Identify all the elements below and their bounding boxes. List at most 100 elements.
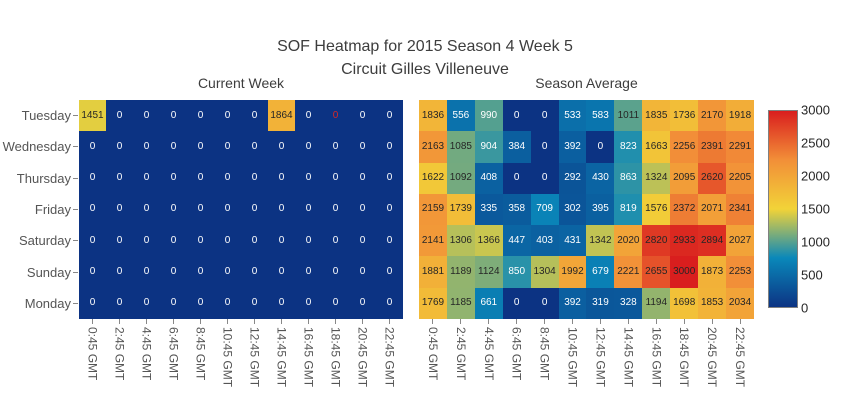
heatmap-cell[interactable]: 392 bbox=[558, 287, 587, 319]
heatmap-cell[interactable]: 431 bbox=[558, 225, 587, 257]
heatmap-cell[interactable]: 1881 bbox=[419, 256, 447, 288]
heatmap-cell[interactable]: 2071 bbox=[698, 193, 727, 226]
heatmap-cell[interactable]: 2620 bbox=[698, 162, 727, 194]
heatmap-cell[interactable]: 0 bbox=[133, 100, 160, 132]
heatmap-cell[interactable]: 0 bbox=[322, 256, 349, 288]
heatmap-cell[interactable]: 0 bbox=[241, 287, 268, 319]
heatmap-cell[interactable]: 0 bbox=[160, 225, 187, 257]
heatmap-cell[interactable]: 0 bbox=[295, 193, 322, 226]
heatmap-cell[interactable]: 0 bbox=[295, 256, 322, 288]
heatmap-cell[interactable]: 0 bbox=[160, 287, 187, 319]
heatmap-cell[interactable]: 0 bbox=[187, 225, 214, 257]
heatmap-cell[interactable]: 408 bbox=[474, 162, 503, 194]
heatmap-cell[interactable]: 0 bbox=[586, 131, 615, 163]
heatmap-cell[interactable]: 0 bbox=[530, 162, 559, 194]
heatmap-cell[interactable]: 1622 bbox=[419, 162, 447, 194]
heatmap-cell[interactable]: 0 bbox=[160, 162, 187, 194]
heatmap-cell[interactable]: 2020 bbox=[614, 225, 643, 257]
heatmap-cell[interactable]: 0 bbox=[376, 162, 403, 194]
heatmap-cell[interactable]: 0 bbox=[106, 131, 133, 163]
heatmap-cell[interactable]: 2221 bbox=[614, 256, 643, 288]
heatmap-cell[interactable]: 0 bbox=[349, 287, 376, 319]
heatmap-cell[interactable]: 0 bbox=[133, 131, 160, 163]
heatmap-cell[interactable]: 0 bbox=[322, 287, 349, 319]
heatmap-cell[interactable]: 0 bbox=[502, 100, 531, 132]
heatmap-cell[interactable]: 392 bbox=[558, 131, 587, 163]
heatmap-cell[interactable]: 0 bbox=[349, 193, 376, 226]
heatmap-cell[interactable]: 1835 bbox=[642, 100, 671, 132]
heatmap-cell[interactable]: 0 bbox=[322, 162, 349, 194]
heatmap-cell[interactable]: 0 bbox=[133, 162, 160, 194]
heatmap-cell[interactable]: 1324 bbox=[642, 162, 671, 194]
heatmap-cell[interactable]: 0 bbox=[241, 193, 268, 226]
heatmap-cell[interactable]: 0 bbox=[241, 131, 268, 163]
heatmap-cell[interactable]: 0 bbox=[530, 100, 559, 132]
heatmap-cell[interactable]: 0 bbox=[187, 131, 214, 163]
heatmap-cell[interactable]: 1576 bbox=[642, 193, 671, 226]
heatmap-cell[interactable]: 0 bbox=[106, 162, 133, 194]
heatmap-cell[interactable]: 1011 bbox=[614, 100, 643, 132]
heatmap-cell[interactable]: 0 bbox=[322, 193, 349, 226]
heatmap-cell[interactable]: 2655 bbox=[642, 256, 671, 288]
heatmap-cell[interactable]: 1092 bbox=[446, 162, 475, 194]
heatmap-cell[interactable]: 1085 bbox=[446, 131, 475, 163]
heatmap-cell[interactable]: 0 bbox=[502, 162, 531, 194]
heatmap-cell[interactable]: 0 bbox=[295, 100, 322, 132]
heatmap-cell[interactable]: 0 bbox=[187, 193, 214, 226]
heatmap-cell[interactable]: 1366 bbox=[474, 225, 503, 257]
heatmap-cell[interactable]: 661 bbox=[474, 287, 503, 319]
heatmap-cell[interactable]: 0 bbox=[214, 131, 241, 163]
heatmap-cell[interactable]: 679 bbox=[586, 256, 615, 288]
heatmap-cell[interactable]: 0 bbox=[376, 193, 403, 226]
heatmap-cell[interactable]: 328 bbox=[614, 287, 643, 319]
heatmap-cell[interactable]: 0 bbox=[214, 193, 241, 226]
heatmap-cell[interactable]: 2163 bbox=[419, 131, 447, 163]
heatmap-cell[interactable]: 395 bbox=[586, 193, 615, 226]
heatmap-cell[interactable]: 0 bbox=[376, 225, 403, 257]
heatmap-cell[interactable]: 819 bbox=[614, 193, 643, 226]
heatmap-cell[interactable]: 2027 bbox=[726, 225, 754, 257]
heatmap-cell[interactable]: 0 bbox=[79, 287, 106, 319]
heatmap-cell[interactable]: 0 bbox=[79, 256, 106, 288]
heatmap-cell[interactable]: 0 bbox=[133, 193, 160, 226]
heatmap-cell[interactable]: 0 bbox=[187, 287, 214, 319]
heatmap-current-week[interactable]: 1451 0 0 0 0 0 0 1864 0 0 0 0 0 0 0 0 0 0 0 0 0 0 0 0 0 0 0 0 0 0 0 0 0 0… bbox=[79, 100, 403, 319]
heatmap-cell[interactable]: 1451 bbox=[79, 100, 106, 132]
heatmap-cell[interactable]: 0 bbox=[502, 287, 531, 319]
heatmap-cell[interactable]: 2933 bbox=[670, 225, 699, 257]
heatmap-cell[interactable]: 533 bbox=[558, 100, 587, 132]
heatmap-cell[interactable]: 0 bbox=[322, 225, 349, 257]
heatmap-cell[interactable]: 0 bbox=[160, 131, 187, 163]
heatmap-cell[interactable]: 0 bbox=[376, 131, 403, 163]
heatmap-cell[interactable]: 823 bbox=[614, 131, 643, 163]
heatmap-cell[interactable]: 1853 bbox=[698, 287, 727, 319]
heatmap-cell[interactable]: 0 bbox=[214, 100, 241, 132]
heatmap-cell[interactable]: 1342 bbox=[586, 225, 615, 257]
heatmap-cell[interactable]: 335 bbox=[474, 193, 503, 226]
heatmap-cell[interactable]: 1185 bbox=[446, 287, 475, 319]
heatmap-cell[interactable]: 1124 bbox=[474, 256, 503, 288]
heatmap-cell[interactable]: 1918 bbox=[726, 100, 754, 132]
heatmap-cell[interactable]: 2159 bbox=[419, 193, 447, 226]
heatmap-cell[interactable]: 0 bbox=[295, 162, 322, 194]
heatmap-cell[interactable]: 2291 bbox=[726, 131, 754, 163]
heatmap-cell[interactable]: 0 bbox=[133, 225, 160, 257]
heatmap-cell[interactable]: 1736 bbox=[670, 100, 699, 132]
heatmap-cell[interactable]: 0 bbox=[160, 100, 187, 132]
heatmap-cell[interactable]: 2205 bbox=[726, 162, 754, 194]
heatmap-cell[interactable]: 0 bbox=[268, 287, 295, 319]
heatmap-cell[interactable]: 1698 bbox=[670, 287, 699, 319]
heatmap-cell[interactable]: 0 bbox=[349, 100, 376, 132]
heatmap-cell[interactable]: 2820 bbox=[642, 225, 671, 257]
heatmap-cell[interactable]: 0 bbox=[295, 225, 322, 257]
heatmap-cell[interactable]: 3000 bbox=[670, 256, 699, 288]
heatmap-cell[interactable]: 0 bbox=[241, 256, 268, 288]
heatmap-cell[interactable]: 0 bbox=[241, 100, 268, 132]
heatmap-cell[interactable]: 709 bbox=[530, 193, 559, 226]
heatmap-cell[interactable]: 0 bbox=[530, 287, 559, 319]
heatmap-cell[interactable]: 0 bbox=[322, 100, 349, 132]
heatmap-cell[interactable]: 1663 bbox=[642, 131, 671, 163]
heatmap-cell[interactable]: 2095 bbox=[670, 162, 699, 194]
heatmap-cell[interactable]: 2372 bbox=[670, 193, 699, 226]
heatmap-cell[interactable]: 0 bbox=[268, 256, 295, 288]
